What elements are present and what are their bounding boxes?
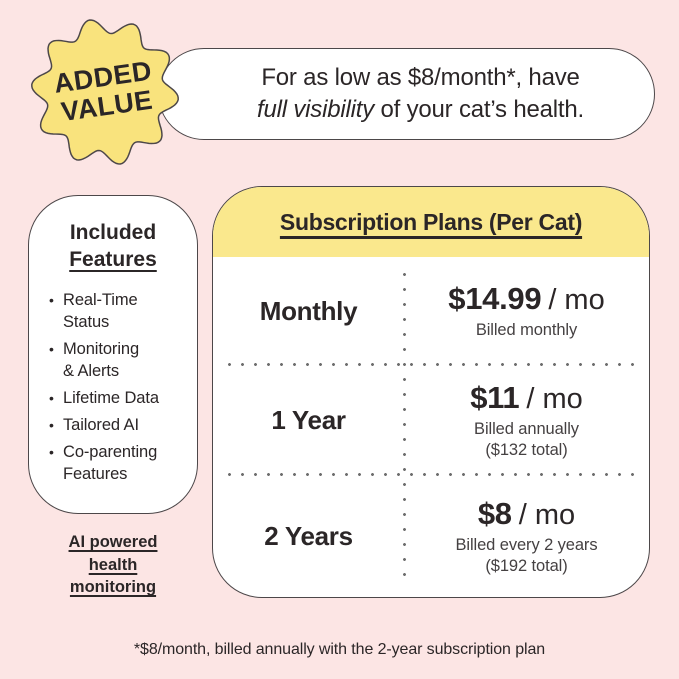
table-row-monthly: Monthly $14.99/ mo Billed monthly: [213, 257, 649, 365]
hero-banner: For as low as $8/month*, have full visib…: [158, 48, 655, 140]
features-title-line1: Included: [69, 221, 157, 244]
price-value: $14.99: [448, 281, 542, 316]
included-features-card: Included Features • Real-Time Status • Mon…: [28, 195, 198, 514]
ai-powered-note: AI powered health monitoring: [68, 533, 158, 596]
plan-price-cell: $11/ mo Billed annually ($132 total): [404, 365, 649, 475]
price-unit: / mo: [548, 284, 605, 316]
bullet-icon: •: [49, 417, 54, 433]
bullet-icon: •: [49, 390, 54, 406]
plans-title: Subscription Plans (Per Cat): [279, 208, 583, 235]
plan-price-cell: $8/ mo Billed every 2 years ($192 total): [404, 475, 649, 597]
price-line: $14.99/ mo: [448, 281, 604, 317]
price-line: $11/ mo: [470, 380, 583, 416]
hero-line-2-rest: of your cat’s health.: [374, 96, 584, 123]
list-item: • Monitoring & Alerts: [49, 340, 140, 380]
hero-italic-phrase: full visibility: [257, 96, 375, 123]
table-row-1-year: 1 Year $11/ mo Billed annually ($132 tot…: [213, 365, 649, 475]
plans-table: Monthly $14.99/ mo Billed monthly 1 Year…: [213, 257, 649, 597]
bullet-icon: •: [49, 292, 54, 308]
horizontal-dotted-divider: [223, 363, 639, 366]
bullet-icon: •: [49, 341, 54, 357]
subscription-plans-card: Subscription Plans (Per Cat) Monthly $14…: [212, 186, 650, 598]
price-value: $11: [470, 379, 520, 415]
added-value-badge: ADDED VALUE: [26, 13, 184, 171]
plans-header: Subscription Plans (Per Cat): [213, 187, 649, 257]
features-list: • Real-Time Status • Monitoring & Alerts •…: [29, 289, 197, 485]
hero-line-1: For as low as $8/month*, have: [261, 64, 580, 91]
price-value: $8: [477, 495, 512, 531]
bullet-icon: •: [49, 444, 54, 460]
plan-name: 2 Years: [264, 520, 353, 551]
billing-detail: Billed every 2 years ($192 total): [455, 535, 598, 575]
scalloped-seal-icon: [31, 19, 179, 165]
list-item: • Co-parenting Features: [49, 443, 158, 483]
price-line: $8/ mo: [478, 496, 575, 532]
badge-label: ADDED VALUE: [52, 55, 155, 128]
list-item: • Real-Time Status: [49, 291, 138, 331]
features-title: Included Features: [29, 219, 197, 273]
plan-price-cell: $14.99/ mo Billed monthly: [404, 257, 649, 365]
vertical-dotted-divider: [403, 267, 406, 585]
price-unit: / mo: [518, 498, 576, 531]
horizontal-dotted-divider: [223, 473, 639, 476]
hero-line-2: full visibility of your cat’s health.: [257, 94, 584, 126]
billing-detail: Billed monthly: [475, 321, 578, 339]
billing-detail: Billed annually ($132 total): [474, 419, 579, 459]
footnote: *$8/month, billed annually with the 2-ye…: [133, 641, 546, 658]
plan-name: 1 Year: [271, 404, 346, 435]
table-row-2-years: 2 Years $8/ mo Billed every 2 years ($19…: [213, 475, 649, 597]
plan-name: Monthly: [259, 295, 358, 326]
list-item: • Lifetime Data: [49, 389, 159, 407]
features-title-line2: Features: [69, 248, 157, 271]
price-unit: / mo: [526, 382, 583, 415]
list-item: • Tailored AI: [49, 416, 139, 434]
